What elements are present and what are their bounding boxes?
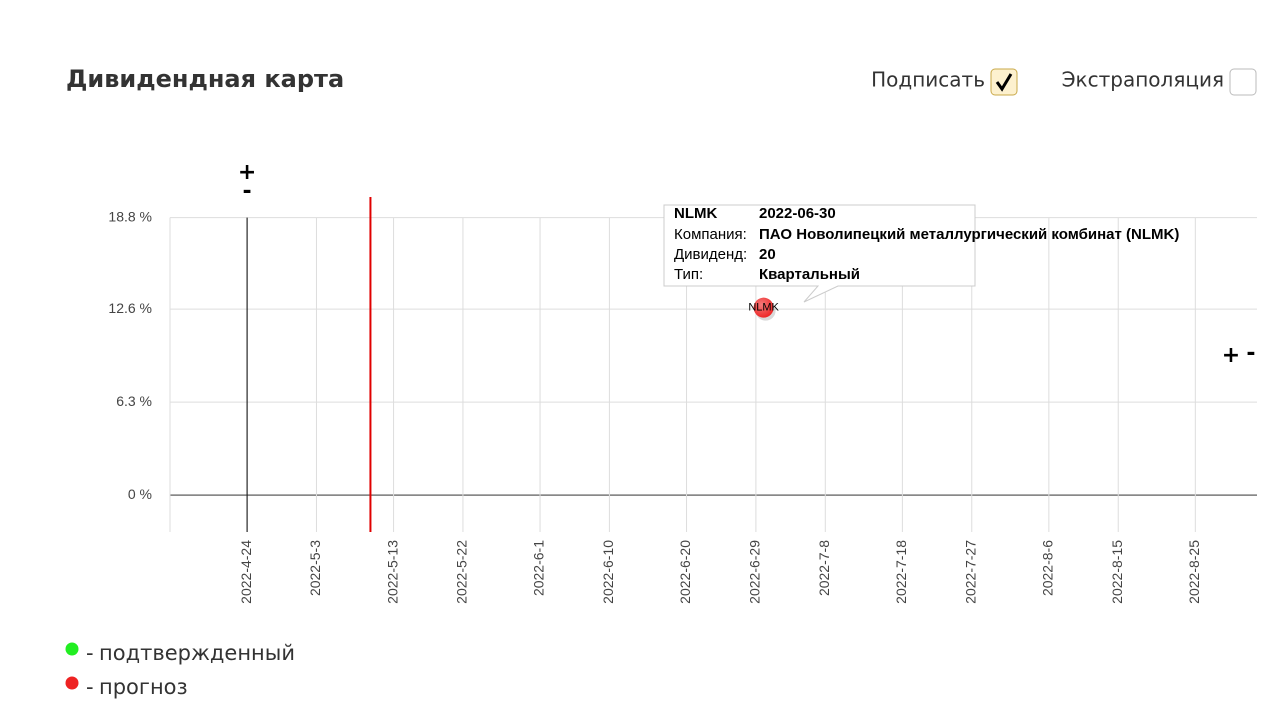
x-tick-label: 2022-8-15 bbox=[1109, 540, 1125, 604]
legend-dash: - bbox=[86, 641, 94, 665]
x-tick-label: 2022-6-20 bbox=[677, 540, 693, 604]
tooltip-date: 2022-06-30 bbox=[759, 205, 836, 222]
x-tick-label: 2022-7-8 bbox=[816, 540, 832, 596]
tooltip: NLMK 2022-06-30 Компания: ПАО Новолипецкий … bbox=[663, 204, 1179, 303]
y-tick-label: 12.6 % bbox=[108, 300, 152, 316]
y-tick-label: 6.3 % bbox=[116, 393, 152, 409]
x-tick-label: 2022-5-13 bbox=[384, 540, 400, 604]
legend-dash: - bbox=[86, 675, 94, 699]
tooltip-key: Компания: bbox=[674, 226, 747, 243]
point-label: NLMK bbox=[748, 302, 779, 314]
tooltip-key: Тип: bbox=[674, 266, 703, 283]
zoom-out[interactable]: - bbox=[1246, 341, 1255, 366]
x-tick-label: 2022-7-27 bbox=[962, 540, 978, 604]
zoom-in[interactable]: + bbox=[1222, 343, 1240, 368]
checkbox[interactable] bbox=[990, 68, 1018, 96]
legend-label: прогноз bbox=[99, 675, 188, 699]
legend-dot bbox=[65, 642, 79, 656]
x-tick-label: 2022-8-6 bbox=[1040, 540, 1056, 596]
tooltip-value: ПАО Новолипецкий металлургический комбин… bbox=[759, 226, 1179, 243]
checkbox-label[interactable]: Экстраполяция bbox=[1062, 68, 1224, 92]
tooltip-value: Квартальный bbox=[759, 266, 860, 283]
y-tick-label: 18.8 % bbox=[108, 208, 152, 224]
tooltip-box bbox=[663, 204, 976, 303]
checkbox-box bbox=[990, 68, 1018, 96]
x-tick-label: 2022-6-10 bbox=[600, 540, 616, 604]
x-tick-label: 2022-7-18 bbox=[893, 540, 909, 604]
checkbox-label[interactable]: Подписать bbox=[871, 68, 985, 92]
checkbox-box bbox=[1229, 68, 1257, 96]
x-tick-label: 2022-5-22 bbox=[454, 540, 470, 604]
checkmark bbox=[995, 73, 1013, 92]
zoom-out[interactable]: - bbox=[243, 179, 252, 204]
x-tick-label: 2022-6-1 bbox=[531, 540, 547, 596]
x-tick-label: 2022-4-24 bbox=[238, 540, 254, 604]
point-shine bbox=[753, 297, 774, 318]
tooltip-ticker: NLMK bbox=[674, 205, 717, 222]
page-title: Дивидендная карта bbox=[66, 65, 344, 93]
legend-dot bbox=[65, 676, 79, 690]
tooltip-value: 20 bbox=[759, 246, 776, 263]
zoom-in[interactable]: + bbox=[238, 160, 256, 185]
y-tick-label: 0 % bbox=[128, 486, 152, 502]
x-tick-label: 2022-8-25 bbox=[1186, 540, 1202, 604]
tooltip-key: Дивиденд: bbox=[674, 246, 747, 263]
legend-label: подтвержденный bbox=[99, 641, 295, 665]
checkbox[interactable] bbox=[1229, 68, 1257, 96]
x-tick-label: 2022-5-3 bbox=[307, 540, 323, 596]
x-tick-label: 2022-6-29 bbox=[747, 540, 763, 604]
